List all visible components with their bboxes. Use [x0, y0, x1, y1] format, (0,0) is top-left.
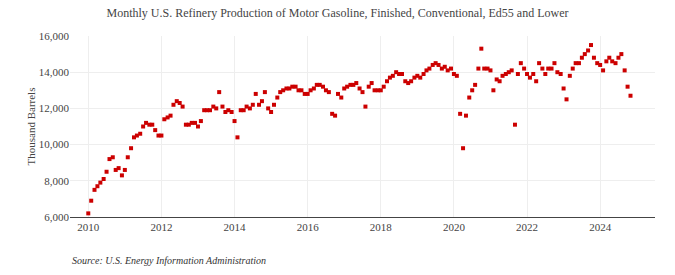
- svg-text:2010: 2010: [77, 221, 100, 233]
- svg-text:Monthly U.S. Refinery Producti: Monthly U.S. Refinery Production of Moto…: [107, 6, 569, 20]
- svg-text:2014: 2014: [224, 221, 247, 233]
- svg-text:8,000: 8,000: [44, 175, 69, 187]
- svg-text:12,000: 12,000: [39, 102, 70, 114]
- svg-text:2018: 2018: [370, 221, 393, 233]
- svg-text:14,000: 14,000: [39, 66, 70, 78]
- svg-text:Thousand Barrels: Thousand Barrels: [25, 88, 37, 166]
- svg-text:16,000: 16,000: [39, 30, 70, 42]
- svg-text:2020: 2020: [443, 221, 466, 233]
- svg-text:6,000: 6,000: [44, 211, 69, 223]
- svg-text:2012: 2012: [150, 221, 172, 233]
- svg-text:10,000: 10,000: [39, 138, 70, 150]
- svg-text:2024: 2024: [589, 221, 612, 233]
- svg-text:Source: U.S. Energy Informatio: Source: U.S. Energy Information Administ…: [72, 255, 266, 266]
- svg-text:2016: 2016: [297, 221, 320, 233]
- svg-text:2022: 2022: [516, 221, 538, 233]
